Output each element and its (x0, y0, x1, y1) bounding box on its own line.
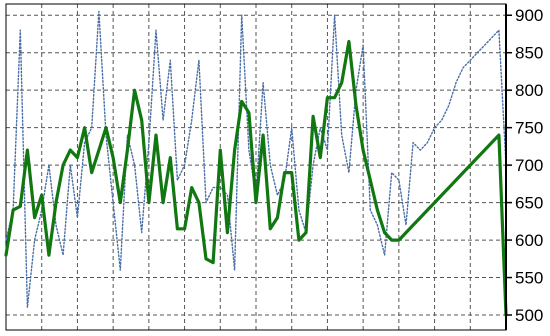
y-axis: 500 550 600 650 700 750 800 850 900 (505, 4, 543, 330)
y-tick-label: 900 (515, 6, 543, 25)
y-tick-label: 650 (515, 194, 543, 213)
y-tick-label: 850 (515, 44, 543, 63)
y-tick-label: 750 (515, 119, 543, 138)
series-line-2 (4, 39, 508, 317)
y-tick-label: 600 (515, 231, 543, 250)
y-tick-label: 550 (515, 269, 543, 288)
series-layer (4, 10, 508, 317)
y-tick-label: 800 (515, 81, 543, 100)
grid (5, 3, 507, 331)
y-tick-label: 700 (515, 156, 543, 175)
y-tick-label: 500 (515, 306, 543, 325)
